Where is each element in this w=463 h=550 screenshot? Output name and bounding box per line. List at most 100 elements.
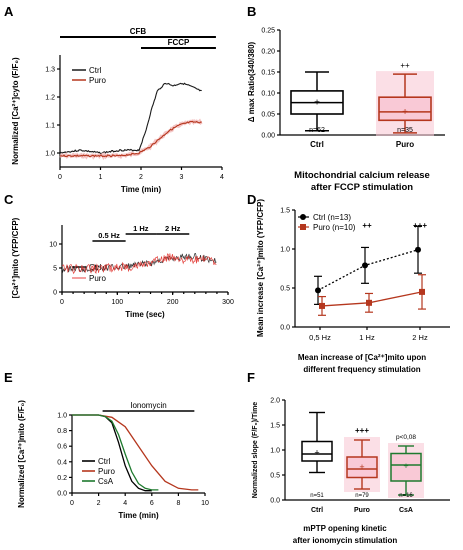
d-y-label: Mean increase [Ca²⁺]mito (YFP/CFP) — [256, 199, 265, 337]
b-mean-marker: + — [402, 107, 408, 118]
a-x-label: Time (min) — [121, 185, 162, 194]
e-x-tick-label: 8 — [176, 500, 180, 507]
a-legend-label: Puro — [89, 76, 106, 85]
f-n-label: n=16 — [399, 493, 413, 499]
a-y-label: Normalized [Ca²⁺]cyto (F/F₀) — [11, 57, 20, 165]
f-mean-marker: + — [359, 462, 364, 472]
f-mean-marker: + — [403, 461, 408, 471]
c-x-label: Time (sec) — [125, 310, 165, 319]
b-category-label: Puro — [396, 140, 414, 149]
caption-d-line1: Mean increase of [Ca²⁺]mito upon — [298, 353, 426, 362]
d-point — [415, 246, 421, 253]
f-y-tick-label: 0.0 — [270, 498, 280, 505]
e-x-tick-label: 4 — [123, 500, 127, 507]
d-y-tick-label: 0.0 — [280, 325, 290, 332]
e-x-tick-label: 10 — [201, 500, 209, 507]
a-series-line — [59, 82, 202, 155]
f-y-tick-label: 1.5 — [270, 423, 280, 430]
f-box — [301, 440, 333, 462]
c-legend-label: Puro — [89, 274, 106, 283]
d-y-tick-label: 1.5 — [280, 208, 290, 215]
f-y-tick-label: 1.0 — [270, 448, 280, 455]
a-y-tick-label: 1.0 — [45, 151, 55, 158]
f-category-label: CsA — [399, 507, 413, 514]
f-y-tick-label: 0.5 — [270, 473, 280, 480]
c-x-tick-label: 0 — [60, 299, 64, 306]
d-y-tick-label: 0.5 — [280, 286, 290, 293]
e-x-label: Time (min) — [118, 511, 159, 520]
d-x-tick-label: 1 Hz — [359, 333, 375, 342]
e-x-tick-label: 0 — [70, 500, 74, 507]
chart-layer: 0 1 2 3 4 1.0 1.1 1.2 1.3 Time (min) Normalized [C… — [11, 27, 450, 520]
b-n-label: n=35 — [397, 127, 413, 134]
c-legend-label: Ctrl — [89, 263, 102, 272]
f-y-tick-label: 2.0 — [270, 398, 280, 405]
caption-d-line2: different frequency stimulation — [303, 365, 420, 374]
b-box — [378, 96, 432, 122]
e-y-tick-label: 1.0 — [57, 413, 67, 420]
c-x-tick-label: 300 — [222, 299, 234, 306]
caption-f-line1: mPTP opening kinetic — [303, 524, 387, 533]
b-y-tick-label: 0.20 — [261, 49, 275, 56]
a-y-tick-label: 1.3 — [45, 67, 55, 74]
c-x-tick-label: 100 — [111, 299, 123, 306]
caption-b-line1: Mitochondrial calcium release — [294, 170, 430, 181]
e-x-tick-label: 6 — [150, 500, 154, 507]
b-y-tick-label: 0.25 — [261, 28, 275, 35]
a-legend-label: Ctrl — [89, 66, 102, 75]
c-stim-label: 0.5 Hz — [98, 231, 120, 240]
e-y-tick-label: 0.8 — [57, 428, 67, 435]
e-series-line — [72, 414, 159, 491]
b-y-tick-label: 0.00 — [261, 133, 275, 140]
a-x-tick-label: 4 — [220, 174, 224, 181]
e-x-tick-label: 2 — [97, 500, 101, 507]
d-sig-label: ++ — [362, 221, 372, 230]
b-sig-label: ++ — [400, 61, 410, 70]
a-x-tick-label: 1 — [99, 174, 103, 181]
f-category-label: Puro — [354, 507, 370, 514]
b-category-label: Ctrl — [310, 140, 324, 149]
b-y-tick-label: 0.05 — [261, 112, 275, 119]
c-y-label: [Ca²⁺]mito (YFP/CFP) — [11, 217, 20, 298]
b-y-label: Δ max Ratio(340/380) — [247, 41, 256, 122]
d-point — [319, 302, 325, 309]
b-mean-marker: + — [314, 98, 320, 109]
e-y-tick-label: 0.0 — [57, 491, 67, 498]
a-y-tick-label: 1.2 — [45, 95, 55, 102]
panel-label-a: A — [4, 4, 14, 19]
b-n-label: n=62 — [309, 127, 325, 134]
f-sig-label: p<0,08 — [396, 434, 416, 441]
d-point — [366, 299, 372, 306]
b-y-tick-label: 0.15 — [261, 70, 275, 77]
a-x-tick-label: 3 — [180, 174, 184, 181]
panel-label-c: C — [4, 192, 14, 207]
e-y-tick-label: 0.6 — [57, 444, 67, 451]
f-category-label: Ctrl — [311, 507, 323, 514]
a-series-error-band — [59, 118, 203, 161]
e-legend-label: Ctrl — [98, 457, 111, 466]
a-series-line — [59, 120, 202, 158]
f-box — [346, 456, 378, 479]
d-sig-label: +++ — [413, 221, 427, 230]
d-legend-label: Ctrl (n=13) — [313, 213, 351, 222]
c-y-tick-label: 5 — [53, 266, 57, 273]
c-y-tick-label: 10 — [49, 242, 57, 249]
d-point — [362, 262, 368, 269]
d-series-line — [317, 249, 419, 291]
caption-f-line2: after ionomycin stimulation — [293, 536, 398, 545]
f-n-label: n=51 — [310, 493, 324, 499]
c-series-line — [61, 253, 217, 275]
d-x-tick-label: 0,5 Hz — [309, 333, 331, 342]
e-legend-label: CsA — [98, 477, 114, 486]
e-stim-label: Ionomycin — [130, 401, 166, 410]
b-y-tick-label: 0.10 — [261, 91, 275, 98]
f-box — [390, 452, 422, 482]
d-legend-label: Puro (n=10) — [313, 223, 356, 232]
caption-b-line2: after FCCP stimulation — [311, 182, 413, 193]
f-mean-marker: + — [314, 448, 319, 458]
panel-label-d: D — [247, 192, 256, 207]
d-y-tick-label: 1.0 — [280, 247, 290, 254]
a-y-tick-label: 1.1 — [45, 123, 55, 130]
panel-label-b: B — [247, 4, 256, 19]
